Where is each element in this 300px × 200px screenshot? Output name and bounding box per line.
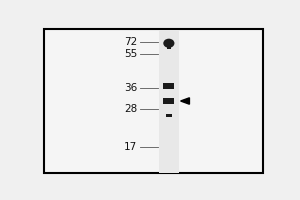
Bar <box>163 83 174 89</box>
Polygon shape <box>181 98 189 104</box>
Text: 17: 17 <box>124 142 137 152</box>
Text: 72: 72 <box>124 37 137 47</box>
Text: 28: 28 <box>124 104 137 114</box>
Text: 55: 55 <box>124 49 137 59</box>
Bar <box>166 114 172 117</box>
Bar <box>163 98 174 104</box>
Bar <box>167 45 171 49</box>
Text: 36: 36 <box>124 83 137 93</box>
Ellipse shape <box>163 39 174 48</box>
Bar <box>159 30 179 173</box>
